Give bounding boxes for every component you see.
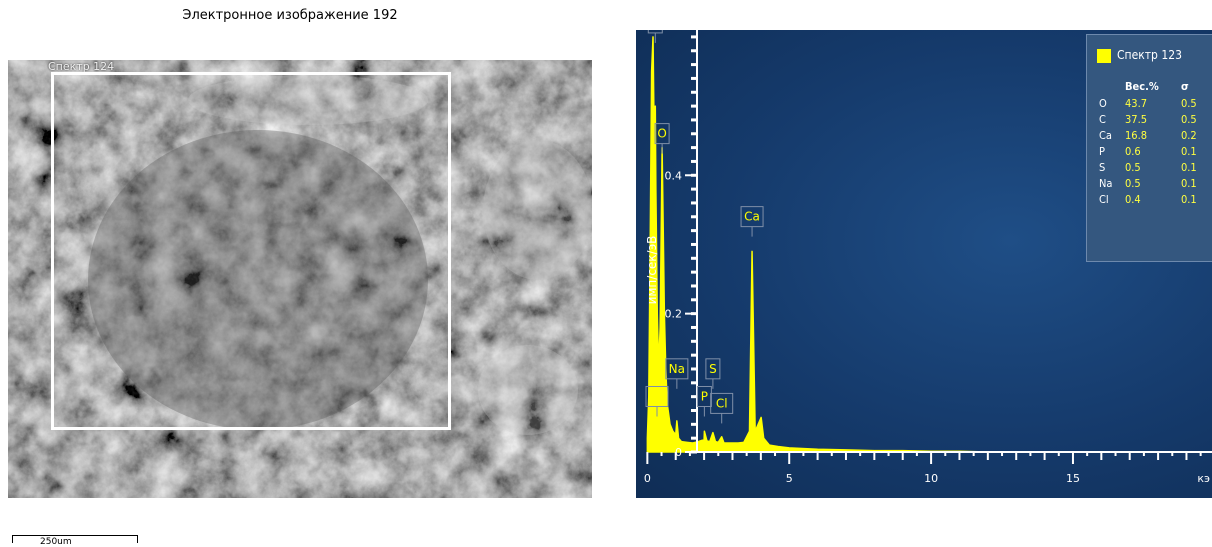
- peak-label-box: [710, 392, 734, 414]
- x-tick-label: 10: [924, 472, 938, 485]
- composition-legend: Спектр 123 Вес.% σ O 43.7 0.5 C 37.5 0.5…: [1086, 34, 1212, 262]
- roi-label: Спектр 124: [48, 60, 115, 73]
- legend-swatch: [1097, 49, 1111, 63]
- element-weight: 37.5: [1125, 113, 1148, 126]
- x-axis-label: кэ: [1197, 472, 1210, 485]
- peak-label: Cl: [716, 396, 728, 410]
- peak-label-box: [645, 385, 669, 407]
- y-tick-label: 0.2: [665, 308, 683, 321]
- legend-row: C 37.5 0.5: [1087, 113, 1212, 129]
- peak-label: S: [709, 362, 717, 376]
- element-weight: 16.8: [1125, 129, 1148, 142]
- element-sigma: 0.2: [1181, 129, 1197, 142]
- legend-row: P 0.6 0.1: [1087, 145, 1212, 161]
- y-tick-label: 0: [675, 446, 682, 459]
- peak-label: Na: [669, 362, 685, 376]
- scale-bar: [12, 535, 138, 543]
- peak-label: Ca: [649, 389, 665, 403]
- element-sigma: 0.1: [1181, 161, 1197, 174]
- legend-row: O 43.7 0.5: [1087, 97, 1212, 113]
- peak-label-box: [740, 206, 764, 228]
- peak-label-box: [654, 123, 670, 145]
- peak-label-box: [647, 30, 663, 34]
- element-sigma: 0.5: [1181, 113, 1197, 126]
- sem-image-title: Электронное изображение 192: [182, 8, 398, 23]
- sem-micrograph: Спектр 124: [8, 60, 592, 498]
- peak-label: P: [701, 389, 708, 403]
- x-tick-label: 0: [644, 472, 651, 485]
- peak-label: Ca: [744, 210, 760, 224]
- element-name: Ca: [1099, 129, 1112, 142]
- element-name: Cl: [1099, 193, 1109, 206]
- y-axis-label: имп/сек/эВ: [645, 236, 659, 305]
- element-sigma: 0.1: [1181, 193, 1197, 206]
- peak-label-box: [696, 385, 712, 407]
- element-name: O: [1099, 97, 1107, 110]
- scale-bar-label: 250um: [40, 537, 72, 547]
- element-name: C: [1099, 113, 1106, 126]
- legend-series-name: Спектр 123: [1117, 48, 1182, 62]
- peak-label-box: [665, 358, 689, 380]
- legend-header-wt: Вес.%: [1125, 80, 1159, 93]
- legend-row: Ca 16.8 0.2: [1087, 129, 1212, 145]
- spectrum-area: [646, 36, 989, 453]
- legend-row: Na 0.5 0.1: [1087, 177, 1212, 193]
- legend-row: S 0.5 0.1: [1087, 161, 1212, 177]
- element-weight: 43.7: [1125, 97, 1148, 110]
- element-weight: 0.5: [1125, 161, 1141, 174]
- element-name: P: [1099, 145, 1105, 158]
- element-name: Na: [1099, 177, 1113, 190]
- element-name: S: [1099, 161, 1106, 174]
- element-sigma: 0.1: [1181, 145, 1197, 158]
- sem-texture: [8, 60, 592, 498]
- element-weight: 0.5: [1125, 177, 1141, 190]
- y-tick-label: 0.4: [665, 169, 683, 182]
- peak-label-box: [705, 358, 721, 380]
- element-sigma: 0.5: [1181, 97, 1197, 110]
- x-tick-label: 5: [786, 472, 793, 485]
- element-sigma: 0.1: [1181, 177, 1197, 190]
- x-tick-label: 15: [1066, 472, 1080, 485]
- element-weight: 0.4: [1125, 193, 1141, 206]
- legend-row: Cl 0.4 0.1: [1087, 193, 1212, 209]
- spectrum-region-box: [51, 72, 451, 430]
- element-weight: 0.6: [1125, 145, 1141, 158]
- legend-header-sigma: σ: [1181, 80, 1189, 93]
- peak-label: O: [657, 127, 666, 141]
